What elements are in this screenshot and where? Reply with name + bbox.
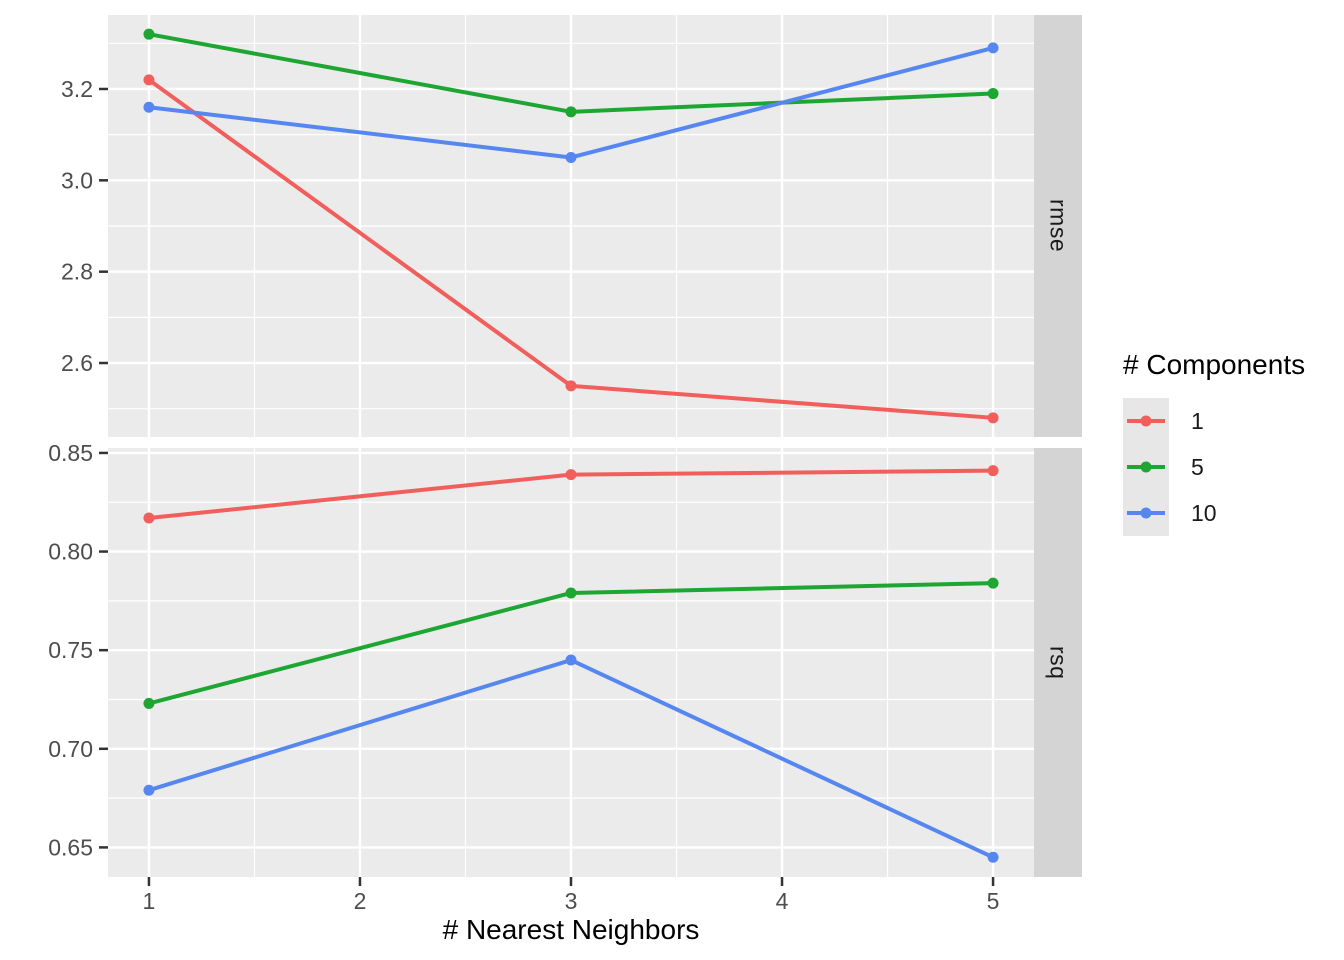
data-point-10 [987,851,999,863]
legend-key-dot [1140,507,1152,519]
data-point-5 [987,577,999,589]
x-tick-label: 3 [565,888,578,914]
data-point-10 [565,151,577,163]
legend-item-10: 10 [1123,490,1305,536]
y-tick-label: 0.75 [48,637,93,663]
x-axis: 1 2 3 4 5 [143,877,1000,914]
series-group-1 [143,74,999,424]
x-tick-label: 5 [987,888,1000,914]
data-point-5 [565,106,577,118]
legend-item-5: 5 [1123,444,1305,490]
data-point-5 [565,587,577,599]
y-tick-label: 3.0 [61,167,93,193]
y-tick-label: 0.65 [48,834,93,860]
y-tick-label: 2.6 [61,350,93,376]
legend-key-glyph [1127,415,1165,427]
data-point-1 [143,512,155,524]
legend-item-1: 1 [1123,398,1305,444]
legend: # Components 1 5 10 [1123,349,1305,536]
data-point-10 [143,784,155,796]
series-group-5 [143,577,999,709]
legend-item-label: 5 [1191,453,1204,480]
facet-strip-label-rmse: rmse [1045,199,1072,253]
y-axis-rmse: 3.2 3.0 2.8 2.6 [61,76,108,376]
legend-item-label: 1 [1191,407,1204,434]
legend-key-dot [1140,415,1152,427]
facet-strip-label-rsq: rsq [1045,645,1072,680]
legend-key-swatch-1 [1123,398,1169,444]
legend-key-glyph [1127,461,1165,473]
data-point-5 [143,697,155,709]
y-axis-rsq: 0.85 0.80 0.75 0.70 0.65 [48,440,108,860]
data-point-10 [987,42,999,54]
series-group-10 [143,654,999,863]
data-point-5 [987,88,999,100]
data-point-1 [565,469,577,481]
x-tick-label: 1 [143,888,156,914]
legend-key-swatch-10 [1123,490,1169,536]
data-point-5 [143,28,155,40]
x-tick-label: 4 [776,888,789,914]
legend-title: # Components [1123,349,1306,380]
y-tick-label: 0.85 [48,440,93,466]
series-group-5 [143,28,999,118]
legend-key-glyph [1127,507,1165,519]
series-group-1 [143,465,999,524]
y-tick-label: 2.8 [61,259,93,285]
x-tick-label: 2 [354,888,367,914]
legend-key-dot [1140,461,1152,473]
y-tick-label: 0.80 [48,539,93,565]
facet-strip-rmse: rmse [1034,15,1082,437]
major-gridlines [108,15,1034,437]
data-point-10 [143,101,155,113]
panel-group-rsq: 0.85 0.80 0.75 0.70 0.65 [48,440,1034,877]
facet-strip-rsq: rsq [1034,448,1082,877]
legend-item-label: 10 [1191,499,1217,526]
data-point-1 [987,465,999,477]
y-tick-label: 3.2 [61,76,93,102]
data-point-1 [987,412,999,424]
x-axis-title: # Nearest Neighbors [442,914,700,945]
data-point-10 [565,654,577,666]
y-tick-label: 0.70 [48,736,93,762]
legend-key-swatch-5 [1123,444,1169,490]
series-group-10 [143,42,999,163]
data-point-1 [565,380,577,392]
data-point-1 [143,74,155,86]
panel-group-rmse: 3.2 3.0 2.8 2.6 [61,15,1034,437]
